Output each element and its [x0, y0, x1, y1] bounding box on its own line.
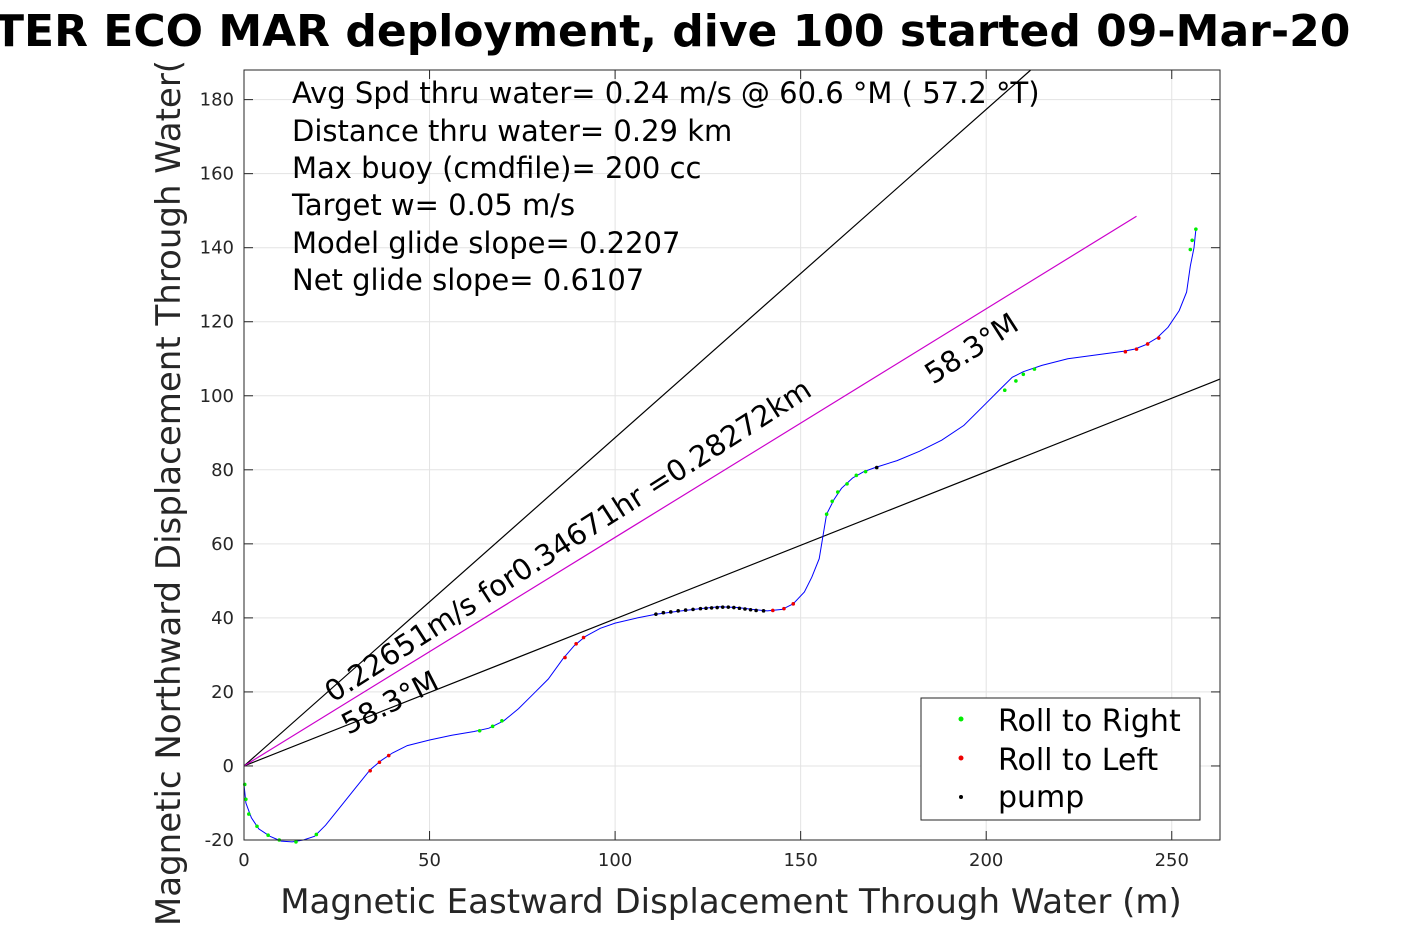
pump-point [668, 610, 673, 614]
y-tick-label: 100 [200, 386, 234, 407]
roll-left-point [791, 602, 796, 606]
roll-right-point [314, 832, 319, 837]
info-line-3: Max buoy (cmdfile)= 200 cc [292, 151, 701, 185]
roll-right-point [1002, 388, 1007, 393]
glider-track-line [243, 229, 1197, 843]
roll-left-point [1134, 347, 1139, 351]
roll-right-point [255, 824, 259, 829]
pump-point [698, 606, 703, 611]
reference-lines [243, 69, 1221, 767]
roll-left-point [386, 753, 391, 758]
info-line-2: Distance thru water= 0.29 km [292, 114, 732, 148]
pump-point [676, 609, 680, 613]
legend: Roll to Right Roll to Left pump [920, 697, 1201, 821]
pump-point [748, 607, 753, 612]
roll-right-point [266, 833, 270, 837]
roll-left-point [563, 655, 567, 660]
pump-point [715, 605, 719, 610]
roll-left-point [581, 635, 586, 640]
grid [243, 70, 1220, 841]
pump-point [761, 609, 766, 613]
x-tick-label: 50 [418, 850, 441, 871]
y-tick-label: 60 [211, 534, 234, 555]
pump-point [720, 605, 725, 609]
roll-right-point [830, 499, 834, 504]
roll-right-point [863, 469, 868, 474]
reference-line-0 [243, 69, 1032, 767]
legend-marker-roll-left [958, 755, 964, 761]
legend-box [920, 697, 1201, 821]
y-tick-label: 80 [211, 460, 234, 481]
x-tick-label: 200 [969, 850, 1003, 871]
y-tick-label: 0 [223, 756, 234, 777]
roll-right-point [244, 797, 248, 802]
legend-marker-pump [959, 795, 963, 799]
roll-right-point [1021, 372, 1026, 377]
legend-label-roll-left: Roll to Left [998, 743, 1158, 778]
y-tick-label: 180 [200, 90, 234, 111]
x-tick-label: 150 [783, 850, 817, 871]
roll-right-point [854, 473, 859, 478]
track-layer [243, 229, 1197, 843]
legend-label-roll-right: Roll to Right [998, 704, 1181, 739]
pump-point [654, 612, 658, 616]
roll-right-point [242, 782, 247, 787]
info-line-6: Net glide slope= 0.6107 [292, 263, 644, 297]
roll-right-point [1014, 379, 1018, 383]
roll-right-point [500, 718, 504, 723]
pump-point [704, 606, 708, 611]
ticks: 0 50 100 150 200 250-200204060801001201401601… [200, 70, 1220, 871]
roll-right-point [1188, 247, 1193, 252]
y-tick-label: -20 [205, 830, 234, 851]
x-tick-label: 250 [1155, 850, 1189, 871]
x-axis-label: Magnetic Eastward Displacement Through W… [280, 882, 1182, 922]
y-tick-label: 160 [200, 164, 234, 185]
roll-left-point [377, 760, 382, 765]
pump-point [732, 605, 736, 610]
roll-left-point [574, 641, 578, 646]
pump-point [691, 607, 695, 612]
chart-title: TER ECO MAR deployment, dive 100 started… [0, 6, 1350, 57]
roll-right-point [247, 812, 251, 816]
roll-left-point [782, 606, 786, 611]
reference-line-2 [243, 215, 1137, 767]
plot-frame [243, 69, 1221, 841]
roll-left-point [1145, 342, 1150, 346]
x-tick-label: 100 [598, 850, 632, 871]
roll-right-point [824, 512, 829, 517]
roll-left-point [771, 608, 775, 613]
pump-point [737, 606, 742, 611]
y-tick-label: 20 [211, 682, 234, 703]
roll-right-point [1032, 367, 1037, 371]
roll-left-point [1123, 349, 1128, 354]
pump-point [726, 605, 731, 609]
info-line-4: Target w= 0.05 m/s [291, 188, 575, 222]
roll-right-point [835, 490, 840, 494]
roll-right-point [490, 724, 495, 729]
roll-right-point [477, 728, 482, 733]
roll-right-point [294, 840, 298, 844]
roll-right-point [845, 482, 849, 486]
roll-right-point [1194, 227, 1198, 231]
info-line-5: Model glide slope= 0.2207 [292, 226, 680, 260]
y-axis-label: Magnetic Northward Displacement Through … [149, 60, 189, 926]
roll-right-point [1190, 238, 1194, 243]
y-tick-label: 140 [200, 238, 234, 259]
x-tick-label: 0 [238, 850, 249, 871]
legend-marker-roll-right [958, 716, 964, 722]
y-tick-label: 120 [200, 312, 234, 333]
roll-left-point [1156, 336, 1161, 340]
y-tick-label: 40 [211, 608, 234, 629]
legend-label-pump: pump [998, 780, 1084, 815]
reference-line-1 [243, 378, 1221, 767]
pump-point [754, 608, 758, 613]
pump-point [874, 465, 879, 470]
info-line-1: Avg Spd thru water= 0.24 m/s @ 60.6 °M (… [292, 76, 1040, 110]
pump-point [743, 607, 747, 611]
roll-left-point [368, 768, 372, 773]
pump-point [661, 610, 666, 615]
pump-point [709, 606, 714, 610]
pump-point [683, 608, 688, 612]
